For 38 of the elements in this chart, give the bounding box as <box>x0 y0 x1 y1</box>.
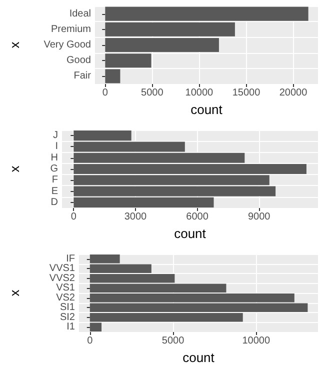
y-tick-label: SI1 <box>60 302 76 314</box>
y-tick-label: Very Good <box>44 40 91 50</box>
y-tick-label: VS2 <box>56 292 76 304</box>
y-tick-label: G <box>50 164 58 174</box>
y-tick-label: VVS1 <box>49 263 76 274</box>
x-axis-title: count <box>174 226 206 241</box>
x-tick-label: 20000 <box>279 88 308 98</box>
y-axis-title: x <box>7 41 22 48</box>
y-tick-label: Fair <box>74 70 92 82</box>
y-tick-label: IF <box>66 253 75 264</box>
y-tick-label: H <box>50 152 58 164</box>
x-tick-label: 3000 <box>124 212 148 222</box>
y-tick-label: D <box>50 196 58 208</box>
x-axis-title: count <box>182 350 215 365</box>
y-tick-label: Premium <box>50 24 91 35</box>
y-tick-label: Ideal <box>69 8 91 20</box>
y-tick-label: VVS2 <box>49 272 76 284</box>
x-tick-label: 5000 <box>162 336 185 346</box>
y-tick-label: J <box>53 130 58 142</box>
x-tick-label: 10000 <box>242 336 270 346</box>
y-axis-title: x <box>7 165 22 172</box>
y-tick-label: SI2 <box>60 312 76 323</box>
y-axis-title: x <box>7 289 22 296</box>
x-tick-label: 0 <box>102 88 108 98</box>
x-tick-label: 9000 <box>248 212 271 222</box>
x-tick-label: 10000 <box>185 88 214 98</box>
y-tick-label: VS1 <box>56 282 76 294</box>
y-tick-label: I1 <box>66 322 76 333</box>
x-tick-label: 5000 <box>141 88 164 98</box>
x-tick-label: 0 <box>87 336 94 346</box>
x-tick-label: 15000 <box>232 88 261 98</box>
y-tick-label: E <box>51 186 58 197</box>
y-tick-label: Good <box>66 55 91 66</box>
x-axis-title: count <box>190 102 223 117</box>
x-tick-label: 6000 <box>186 212 209 222</box>
y-tick-label: I <box>55 141 58 152</box>
x-tick-label: 0 <box>70 212 77 222</box>
y-tick-label: F <box>52 174 58 186</box>
